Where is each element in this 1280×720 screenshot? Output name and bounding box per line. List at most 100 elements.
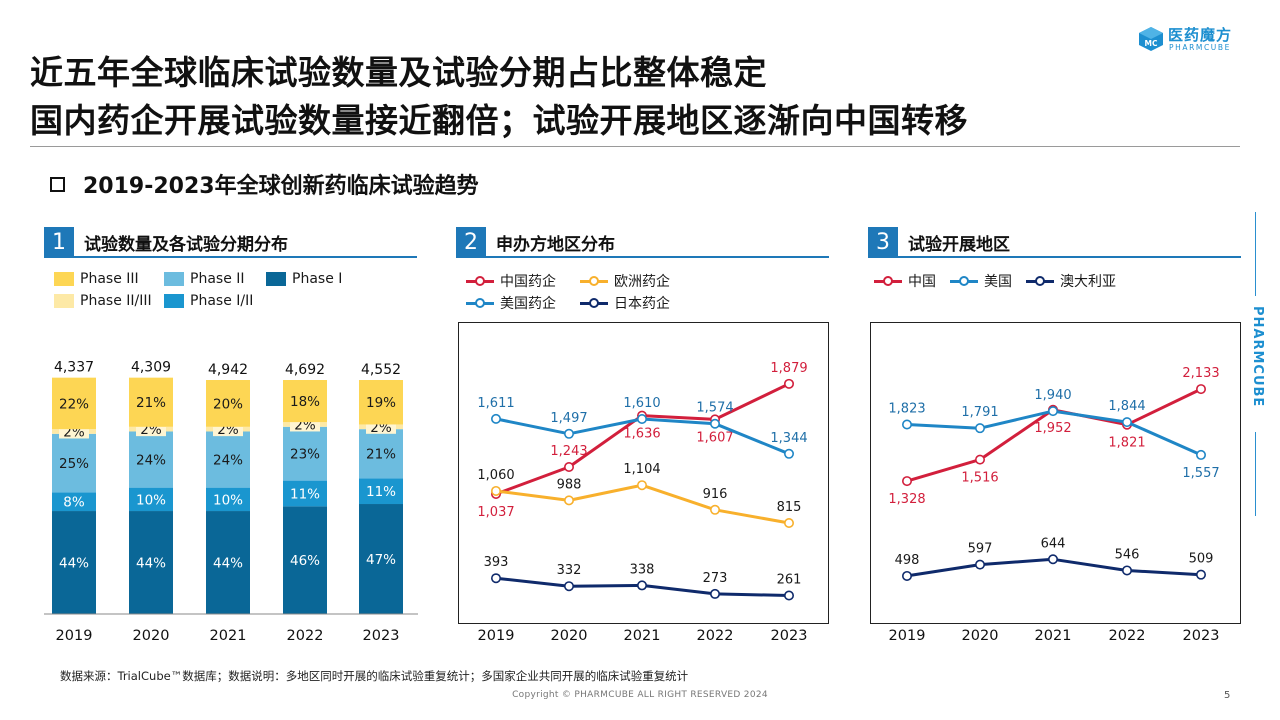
bar-segment	[52, 377, 96, 430]
data-label: 1,574	[696, 401, 733, 416]
data-label: 1,821	[1108, 436, 1145, 451]
x-tick-label: 2021	[210, 628, 247, 644]
title-divider	[30, 146, 1240, 147]
data-label: 24%	[136, 453, 166, 469]
x-tick-label: 2019	[56, 628, 93, 644]
data-label: 10%	[136, 492, 166, 508]
legend-swatch	[164, 294, 184, 308]
data-point	[563, 495, 574, 506]
panel-1-number: 1	[44, 227, 74, 257]
x-tick-label: 2022	[697, 628, 734, 644]
data-point	[709, 588, 720, 599]
bar-segment	[129, 487, 173, 512]
bar-total-label: 4,552	[361, 362, 401, 378]
legend-label: 中国药企	[500, 274, 556, 290]
legend-label: 澳大利亚	[1060, 274, 1116, 290]
bar-segment	[206, 431, 250, 488]
panel-3-title: 试验开展地区	[908, 234, 1010, 255]
bar-total-label: 4,692	[285, 362, 325, 378]
data-point	[709, 504, 720, 515]
legend-line-icon	[1026, 274, 1054, 288]
data-label: 1,328	[888, 492, 925, 507]
page-title-line-2: 国内药企开展试验数量接近翻倍；试验开展地区逐渐向中国转移	[30, 101, 968, 140]
x-tick-label: 2023	[363, 628, 400, 644]
data-point	[1048, 554, 1059, 565]
data-label: 1,879	[770, 361, 807, 376]
x-tick-label: 2021	[624, 628, 661, 644]
data-label: 47%	[366, 552, 396, 568]
bar-segment	[359, 478, 403, 505]
legend-swatch	[54, 294, 74, 308]
legend-line-icon	[580, 274, 608, 288]
legend-swatch	[54, 272, 74, 286]
data-label: 11%	[366, 484, 396, 500]
x-tick-label: 2020	[551, 628, 588, 644]
bar-segment	[206, 511, 250, 614]
legend-label: 美国	[984, 274, 1012, 290]
data-point	[1122, 565, 1133, 576]
section-heading: 2019-2023年全球创新药临床试验趋势	[50, 168, 479, 200]
data-label: 1,636	[623, 427, 660, 442]
logo-brand-en: PHARMCUBE	[1169, 43, 1231, 52]
data-label: 18%	[290, 394, 320, 410]
page-number: 5	[1224, 690, 1231, 701]
data-label: 1,104	[623, 462, 660, 477]
side-brand-text: PHARMCUBE	[1250, 306, 1265, 407]
legend-phase-i-ii: Phase I/II	[164, 293, 253, 309]
data-label: 20%	[213, 396, 243, 412]
bar-segment	[359, 429, 403, 479]
bar-segment	[52, 492, 96, 512]
legend-label: Phase III	[80, 271, 139, 287]
x-tick-label: 2019	[889, 628, 926, 644]
data-label: 1,611	[477, 396, 514, 411]
legend-australia: 澳大利亚	[1026, 271, 1116, 291]
data-label: 815	[777, 500, 802, 515]
data-point	[490, 573, 501, 584]
copyright: Copyright © PHARMCUBE ALL RIGHT RESERVED…	[512, 690, 768, 700]
bar-total-label: 4,309	[131, 360, 171, 376]
data-point	[563, 428, 574, 439]
data-label: 1,791	[961, 405, 998, 420]
x-tick-label: 2023	[1183, 628, 1220, 644]
data-label: 644	[1041, 536, 1066, 551]
bar-segment	[52, 433, 96, 493]
data-label: 44%	[213, 556, 243, 572]
x-tick-label: 2022	[287, 628, 324, 644]
legend-japan-pharma: 日本药企	[580, 293, 670, 313]
legend-line-icon	[466, 274, 494, 288]
data-point	[974, 454, 985, 465]
data-point	[1196, 569, 1207, 580]
series-line	[495, 483, 790, 525]
bar-segment	[206, 380, 250, 427]
legend-usa-pharma: 美国药企	[466, 293, 556, 313]
data-label: 21%	[136, 395, 166, 411]
data-label: 509	[1189, 552, 1214, 567]
data-label: 546	[1115, 547, 1140, 562]
legend-swatch	[164, 272, 184, 286]
section-title: 2019-2023年全球创新药临床试验趋势	[83, 174, 479, 199]
bar-total-label: 4,942	[208, 362, 248, 378]
data-label: 1,516	[961, 471, 998, 486]
data-label: 1,497	[550, 411, 587, 426]
bar-total-label: 4,337	[54, 360, 94, 376]
legend-label: Phase II/III	[80, 293, 152, 309]
data-point	[709, 418, 720, 429]
data-label: 1,952	[1034, 421, 1071, 436]
x-tick-label: 2020	[962, 628, 999, 644]
data-label: 1,940	[1034, 388, 1071, 403]
data-label: 988	[557, 477, 582, 492]
legend-phase-iii: Phase III	[54, 271, 139, 287]
data-label: 8%	[63, 495, 85, 511]
data-label: 1,060	[477, 468, 514, 483]
data-point	[783, 448, 794, 459]
legend-europe-pharma: 欧洲药企	[580, 271, 670, 291]
legend-line-icon	[950, 274, 978, 288]
panel-2-number: 2	[456, 227, 486, 257]
data-point	[563, 462, 574, 473]
pharmcube-logo: MC 医药魔方 PHARMCUBE	[1138, 24, 1248, 54]
panel-1-title: 试验数量及各试验分期分布	[84, 234, 288, 255]
legend-label: Phase I	[292, 271, 343, 287]
legend-line-icon	[466, 296, 494, 310]
bar-segment	[129, 377, 173, 427]
